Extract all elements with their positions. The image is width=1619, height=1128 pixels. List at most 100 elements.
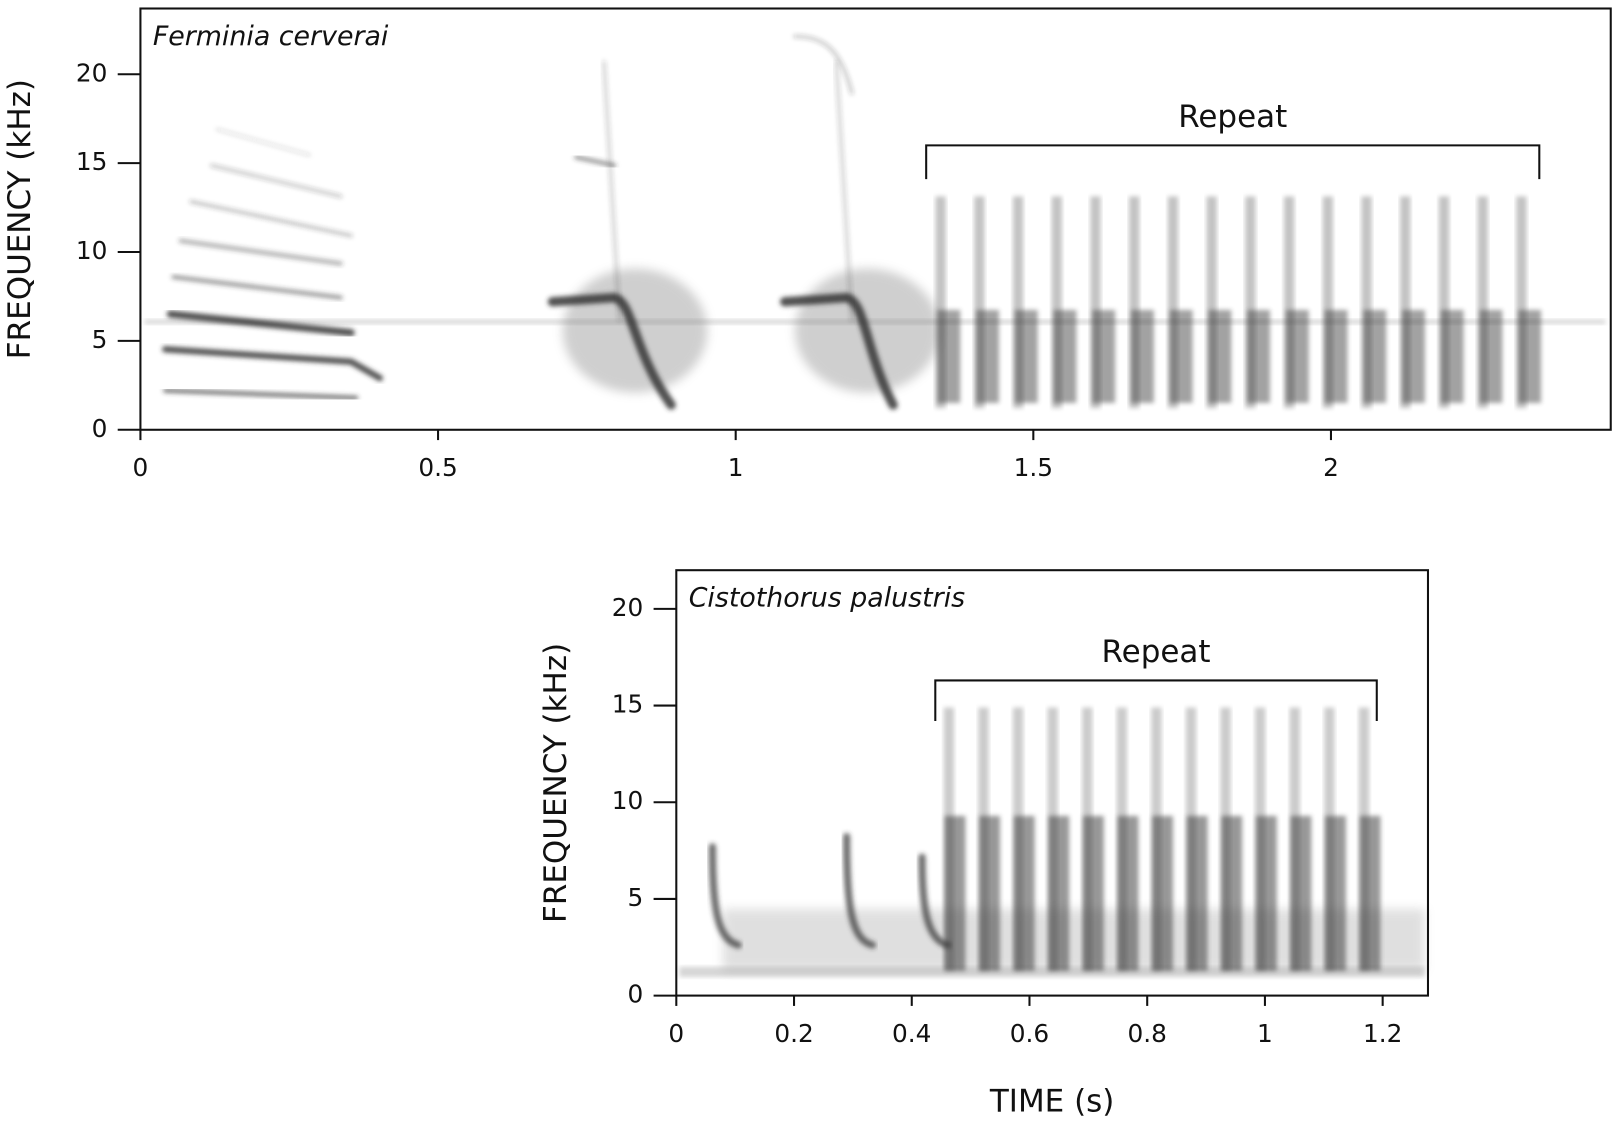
x-tick-label: 0.4 bbox=[892, 1019, 931, 1048]
y-axis-label: FREQUENCY (kHz) bbox=[538, 643, 574, 923]
y-tick-label: 20 bbox=[76, 58, 108, 87]
y-tick-label: 5 bbox=[627, 883, 643, 912]
repeat-element-core bbox=[1186, 815, 1208, 971]
repeat-element-core bbox=[1402, 309, 1425, 403]
repeat-element bbox=[935, 196, 946, 409]
spectrogram-trace bbox=[602, 60, 622, 322]
x-tick-label: 1.5 bbox=[1014, 453, 1053, 482]
repeat-element-core bbox=[1256, 815, 1277, 971]
repeat-element-core bbox=[1014, 309, 1038, 403]
repeat-element bbox=[1129, 196, 1140, 409]
y-tick-label: 15 bbox=[612, 690, 644, 719]
repeat-element-core bbox=[1518, 309, 1542, 403]
repeat-element bbox=[1516, 196, 1527, 409]
spectrogram-trace bbox=[708, 843, 742, 949]
spectrogram-trace bbox=[189, 200, 353, 238]
repeat-element-core bbox=[976, 309, 999, 403]
annotation-label: Repeat bbox=[1102, 634, 1211, 670]
y-tick-label: 5 bbox=[92, 325, 108, 354]
spectrogram-trace bbox=[793, 34, 854, 95]
spectrogram-trace bbox=[210, 163, 343, 198]
repeat-element-core bbox=[1325, 815, 1346, 971]
repeat-element-core bbox=[1169, 309, 1193, 403]
repeat-bracket bbox=[934, 679, 1378, 722]
repeat-element-core bbox=[1152, 815, 1173, 971]
x-tick-label: 0.2 bbox=[774, 1019, 813, 1048]
repeat-element-core bbox=[1324, 309, 1348, 403]
repeat-element-core bbox=[1013, 815, 1035, 971]
noise-cloud bbox=[722, 908, 1425, 971]
repeat-element-core bbox=[1053, 309, 1077, 403]
x-tick-label: 0.5 bbox=[418, 453, 457, 482]
repeat-element-core bbox=[1117, 815, 1139, 971]
x-tick-label: 1 bbox=[728, 453, 744, 482]
repeat-element-core bbox=[1083, 815, 1104, 971]
repeat-element-core bbox=[1208, 309, 1232, 403]
spectrogram-trace bbox=[780, 292, 898, 410]
repeat-element-core bbox=[1479, 309, 1503, 403]
spectrogram-trace bbox=[162, 346, 384, 382]
spectrogram-trace bbox=[215, 128, 311, 157]
y-axis-label: FREQUENCY (kHz) bbox=[2, 79, 38, 359]
y-tick-label: 15 bbox=[76, 147, 108, 176]
repeat-element bbox=[1167, 196, 1179, 409]
annotation-label: Repeat bbox=[1178, 99, 1287, 135]
y-tick-label: 0 bbox=[627, 980, 643, 1009]
y-tick-label: 20 bbox=[612, 593, 644, 622]
x-tick-label: 1.2 bbox=[1363, 1019, 1402, 1048]
repeat-element-core bbox=[1290, 815, 1312, 971]
repeat-element-core bbox=[979, 815, 1001, 971]
repeat-element bbox=[1400, 196, 1411, 409]
chart-title: Cistothorus palustris bbox=[689, 583, 965, 614]
y-tick-label: 10 bbox=[76, 236, 108, 265]
spectrogram-trace bbox=[918, 853, 952, 949]
y-tick-label: 0 bbox=[92, 414, 108, 443]
repeat-element-core bbox=[1221, 815, 1243, 971]
plot-frame bbox=[139, 7, 1612, 431]
y-tick-label: 10 bbox=[612, 786, 644, 815]
repeat-element-core bbox=[1440, 309, 1464, 403]
spectrogram-trace bbox=[843, 832, 877, 949]
repeat-element bbox=[974, 196, 985, 409]
repeat-element bbox=[1051, 196, 1062, 409]
repeat-element bbox=[1206, 196, 1217, 409]
repeat-element-core bbox=[1048, 815, 1070, 971]
repeat-element bbox=[1012, 196, 1024, 409]
repeat-bracket bbox=[925, 144, 1541, 180]
x-tick-label: 0.6 bbox=[1010, 1019, 1049, 1048]
repeat-element-core bbox=[937, 309, 961, 403]
repeat-element-core bbox=[1092, 309, 1116, 403]
spectrogram-trace bbox=[166, 310, 355, 337]
repeat-element-core bbox=[1359, 815, 1381, 971]
repeat-element-core bbox=[944, 815, 966, 971]
repeat-element bbox=[1090, 196, 1101, 409]
spectrogram-trace bbox=[574, 155, 617, 168]
repeat-element bbox=[1245, 196, 1256, 409]
repeat-element bbox=[1477, 196, 1488, 409]
spectrogram-trace bbox=[834, 60, 854, 322]
spectrogram-trace bbox=[163, 388, 359, 400]
repeat-element bbox=[1283, 196, 1295, 409]
repeat-element-core bbox=[1286, 309, 1309, 403]
repeat-element-core bbox=[1247, 309, 1271, 403]
spectrogram-trace bbox=[171, 274, 343, 300]
x-axis-label: TIME (s) bbox=[989, 1083, 1114, 1119]
repeat-element-core bbox=[1131, 309, 1154, 403]
spectrogram-trace bbox=[547, 292, 676, 410]
repeat-element bbox=[1438, 196, 1450, 409]
repeat-element bbox=[1361, 196, 1372, 409]
spectrogram bbox=[679, 707, 1425, 978]
x-tick-label: 0 bbox=[668, 1019, 684, 1048]
x-tick-label: 2 bbox=[1323, 453, 1339, 482]
noise-band bbox=[679, 966, 1425, 978]
spectrogram bbox=[144, 34, 1606, 410]
spectrogram-trace bbox=[178, 238, 343, 266]
x-tick-label: 1 bbox=[1257, 1019, 1273, 1048]
x-tick-label: 0 bbox=[133, 453, 149, 482]
x-tick-label: 0.8 bbox=[1128, 1019, 1167, 1048]
plot-frame bbox=[675, 569, 1430, 997]
chart-title: Ferminia cerverai bbox=[153, 21, 389, 52]
repeat-element bbox=[1322, 196, 1333, 409]
repeat-element-core bbox=[1363, 309, 1387, 403]
